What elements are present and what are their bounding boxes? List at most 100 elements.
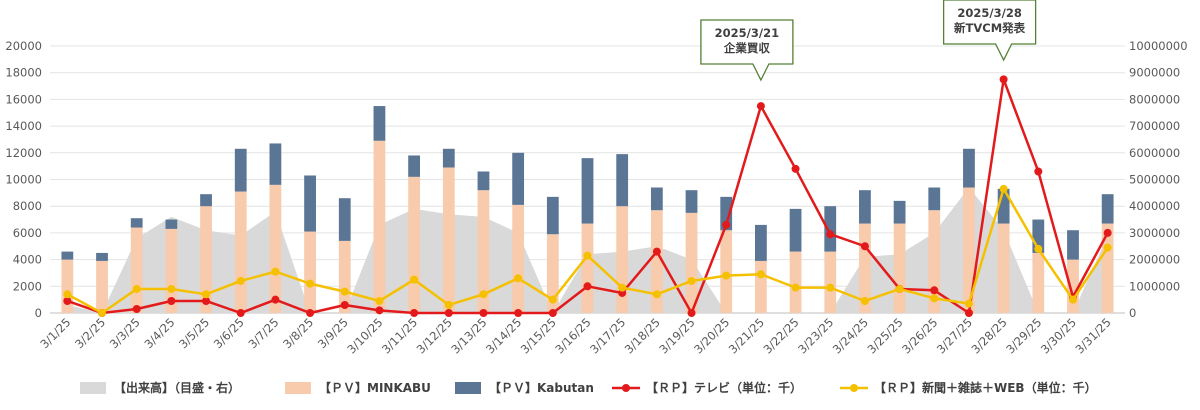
x-tick-label: 3/25/25 xyxy=(864,315,905,356)
bar-kabutan xyxy=(685,190,698,213)
point-print-web xyxy=(548,295,557,304)
bar-minkabu xyxy=(338,240,351,313)
left-tick-label: 16000 xyxy=(5,92,42,106)
bar-kabutan xyxy=(650,187,663,211)
point-print-web xyxy=(98,309,107,317)
bar-minkabu xyxy=(1032,252,1045,313)
point-tv xyxy=(514,309,523,317)
x-tick-label: 3/16/25 xyxy=(552,315,593,356)
right-tick-label: 10000000 xyxy=(1129,39,1188,53)
x-tick-label: 3/31/25 xyxy=(1073,315,1114,356)
point-print-web xyxy=(860,296,869,305)
point-tv xyxy=(826,230,835,239)
point-print-web xyxy=(722,271,731,280)
point-tv xyxy=(306,309,315,317)
point-tv xyxy=(583,282,592,291)
right-tick-label: 8000000 xyxy=(1129,92,1180,106)
x-axis-ticks: 3/1/253/2/253/3/253/4/253/5/253/6/253/7/… xyxy=(37,315,1113,356)
point-print-web xyxy=(618,283,627,292)
point-tv xyxy=(132,304,141,313)
bar-kabutan xyxy=(442,148,455,168)
bar-kabutan xyxy=(1067,230,1079,260)
bar-minkabu xyxy=(824,251,837,313)
bar-minkabu xyxy=(616,206,629,313)
x-tick-label: 3/22/25 xyxy=(760,315,801,356)
point-print-web xyxy=(479,290,488,299)
left-tick-label: 12000 xyxy=(5,146,42,160)
point-tv xyxy=(930,286,939,295)
point-tv xyxy=(340,300,349,309)
point-tv xyxy=(548,309,557,317)
x-tick-label: 3/13/25 xyxy=(448,315,489,356)
x-tick-label: 3/23/25 xyxy=(795,315,836,356)
bar-kabutan xyxy=(234,148,247,192)
legend-marker xyxy=(622,384,630,392)
bar-minkabu xyxy=(789,251,802,313)
x-tick-label: 3/8/25 xyxy=(280,315,316,351)
x-tick-label: 3/11/25 xyxy=(379,315,420,356)
bar-kabutan xyxy=(477,171,490,191)
point-tv xyxy=(687,309,696,317)
bar-kabutan xyxy=(893,200,906,224)
right-tick-label: 3000000 xyxy=(1129,226,1180,240)
x-tick-label: 3/30/25 xyxy=(1038,315,1079,356)
bar-kabutan xyxy=(754,224,767,261)
bar-minkabu xyxy=(477,190,490,313)
point-tv xyxy=(999,75,1008,84)
left-axis-ticks: 0 2000 4000 6000 8000 10000 12000 14000 16000 180… xyxy=(5,39,42,320)
x-tick-label: 3/15/25 xyxy=(518,315,559,356)
right-tick-label: 4000000 xyxy=(1129,199,1180,213)
left-tick-label: 20000 xyxy=(5,39,42,53)
bar-minkabu xyxy=(373,140,386,313)
x-tick-label: 3/6/25 xyxy=(211,315,247,351)
bar-kabutan xyxy=(165,219,178,229)
legend-label: 【ＰＶ】MINKABU xyxy=(319,380,431,395)
legend-label: 【ＲＰ】テレビ（単位：千） xyxy=(646,380,802,395)
bar-minkabu xyxy=(997,223,1010,313)
point-print-web xyxy=(514,274,523,283)
point-print-web xyxy=(63,290,72,299)
bar-kabutan xyxy=(338,198,351,241)
point-print-web xyxy=(999,184,1008,193)
bar-kabutan xyxy=(408,155,421,177)
pv-bar-series xyxy=(61,106,1114,313)
bar-minkabu xyxy=(442,167,455,313)
bar-kabutan xyxy=(269,143,282,185)
bar-minkabu xyxy=(234,191,247,313)
left-tick-label: 2000 xyxy=(13,279,42,293)
callout-box xyxy=(700,19,794,82)
right-tick-label: 2000000 xyxy=(1129,253,1180,267)
bar-minkabu xyxy=(650,210,663,313)
bar-minkabu xyxy=(859,223,871,313)
callout-box xyxy=(942,0,1037,62)
bar-kabutan xyxy=(581,158,594,224)
right-tick-label: 0 xyxy=(1129,306,1136,320)
bar-kabutan xyxy=(1032,219,1045,253)
point-print-web xyxy=(930,294,939,303)
callout-text: 2025/3/28 xyxy=(957,6,1021,20)
point-print-web xyxy=(652,290,661,299)
x-tick-label: 3/27/25 xyxy=(934,315,975,356)
x-tick-label: 3/12/25 xyxy=(414,315,455,356)
point-tv xyxy=(375,306,384,315)
point-print-web xyxy=(826,283,835,292)
bar-minkabu xyxy=(1101,223,1114,313)
bar-minkabu xyxy=(304,231,316,313)
bar-kabutan xyxy=(963,148,975,188)
legend-label: 【ＰＶ】Kabutan xyxy=(489,380,594,395)
point-tv xyxy=(756,102,765,111)
bar-kabutan xyxy=(720,196,733,231)
bar-minkabu xyxy=(512,204,525,313)
x-tick-label: 3/20/25 xyxy=(691,315,732,356)
x-tick-label: 3/18/25 xyxy=(622,315,663,356)
bar-kabutan xyxy=(61,251,74,260)
callout-text: 2025/3/21 xyxy=(715,26,779,40)
right-axis-ticks: 0 1000000 2000000 3000000 4000000 5000000 6000… xyxy=(1129,39,1188,320)
point-print-web xyxy=(964,299,973,308)
point-tv xyxy=(722,220,731,229)
left-tick-label: 10000 xyxy=(5,173,42,187)
x-tick-label: 3/21/25 xyxy=(726,315,767,356)
point-print-web xyxy=(687,276,696,285)
